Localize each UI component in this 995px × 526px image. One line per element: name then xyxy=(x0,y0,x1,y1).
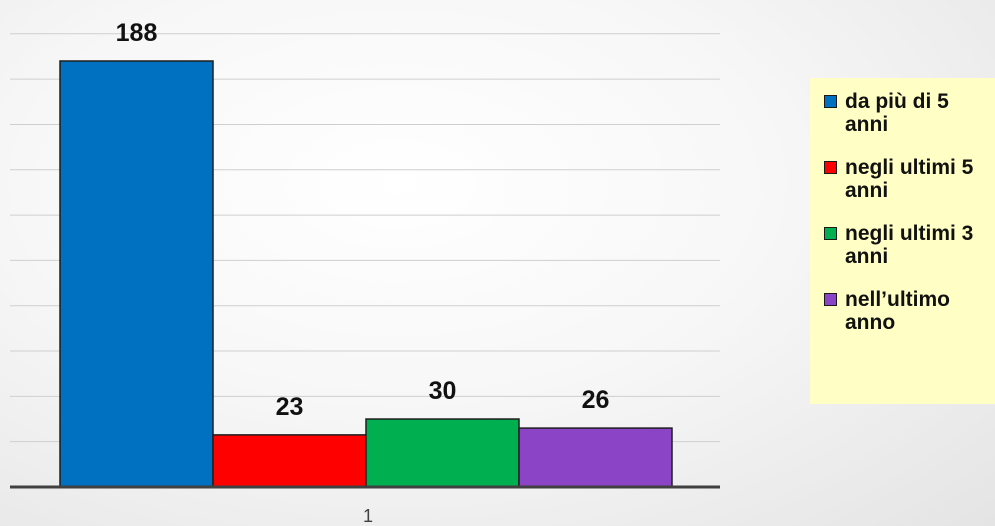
legend-item-nell-ultimo-anno: nell’ultimo anno xyxy=(824,288,995,334)
bar-3 xyxy=(365,418,520,488)
legend-label: da più di 5 anni xyxy=(845,90,949,136)
legend-swatch-red xyxy=(824,161,837,174)
legend-label: negli ultimi 5 anni xyxy=(845,156,974,202)
data-label-1: 188 xyxy=(116,19,158,47)
legend-label: negli ultimi 3 anni xyxy=(845,222,974,268)
legend-label: nell’ultimo anno xyxy=(845,288,950,334)
x-tick-label: 1 xyxy=(363,506,373,526)
legend-item-da-piu-di-5-anni: da più di 5 anni xyxy=(824,90,995,136)
legend-swatch-purple xyxy=(824,293,837,306)
data-label-4: 26 xyxy=(582,386,610,414)
data-label-2: 23 xyxy=(276,393,304,421)
legend: da più di 5 anni negli ultimi 5 anni neg… xyxy=(810,78,995,404)
bar-4 xyxy=(518,427,673,488)
bar-2 xyxy=(212,434,367,488)
legend-item-negli-ultimi-5-anni: negli ultimi 5 anni xyxy=(824,156,995,202)
legend-item-negli-ultimi-3-anni: negli ultimi 3 anni xyxy=(824,222,995,268)
bar-1 xyxy=(59,60,214,488)
data-label-3: 30 xyxy=(429,377,457,405)
legend-swatch-green xyxy=(824,227,837,240)
legend-swatch-blue xyxy=(824,95,837,108)
